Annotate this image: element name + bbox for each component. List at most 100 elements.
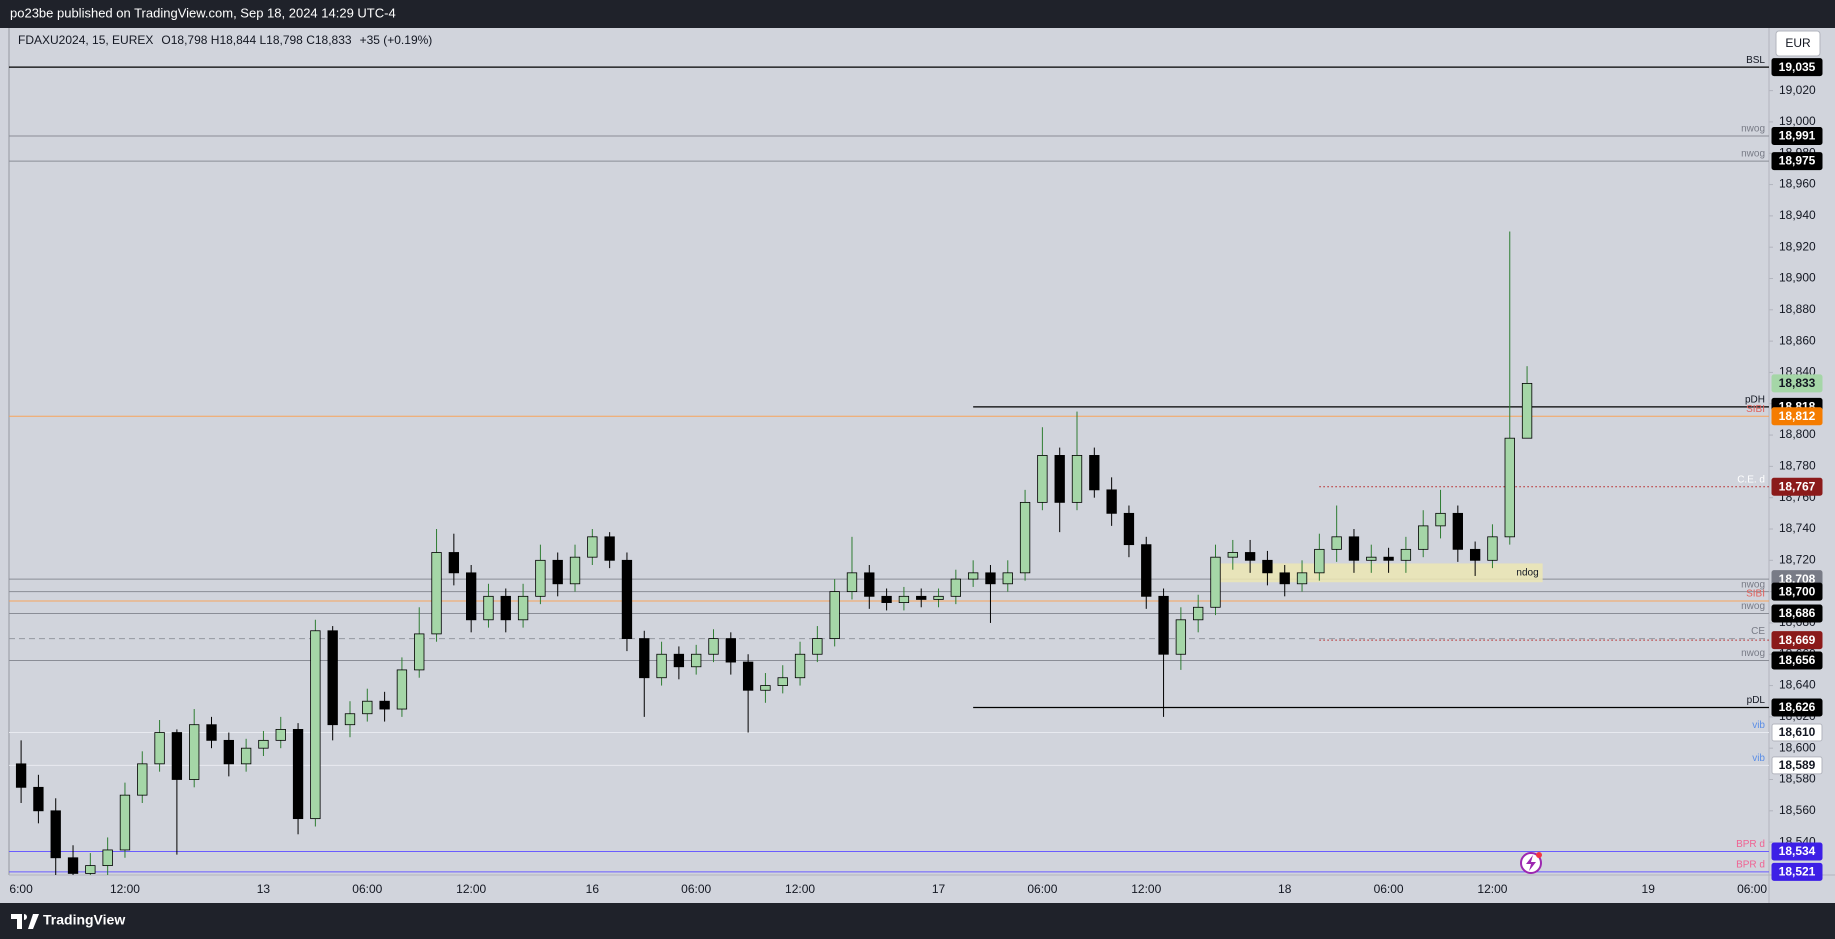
level-name: nwog xyxy=(1741,579,1765,590)
candle-body xyxy=(206,724,217,741)
candle-body xyxy=(1106,489,1117,514)
candle-body xyxy=(119,794,131,851)
bottom-bar xyxy=(0,903,1835,939)
level-name: BPR d xyxy=(1736,860,1765,871)
currency[interactable]: EUR xyxy=(1785,36,1811,50)
candle-body xyxy=(1521,382,1533,439)
level-name: SIBI xyxy=(1746,589,1765,600)
candle-body xyxy=(327,630,338,726)
candle-body xyxy=(535,559,546,597)
candle-body xyxy=(587,536,598,558)
candle-body xyxy=(396,669,408,710)
change: +35 (+0.19%) xyxy=(360,33,433,47)
candle-body xyxy=(950,578,962,597)
candle-body xyxy=(1262,559,1273,574)
candle-body xyxy=(1383,556,1394,561)
price-label-box xyxy=(1771,651,1823,670)
level-name: BPR d xyxy=(1736,839,1765,850)
candle-body xyxy=(656,653,667,679)
x-tick-label: 12:00 xyxy=(456,882,486,896)
candle-body xyxy=(85,865,96,874)
y-tick-label: 18,920 xyxy=(1779,239,1816,253)
candle-body xyxy=(1504,437,1515,538)
x-tick-label: 13 xyxy=(257,882,271,896)
footer-brand: TradingView xyxy=(43,912,125,928)
candle-body xyxy=(240,747,252,765)
x-tick-label: 12:00 xyxy=(110,882,140,896)
candle-body xyxy=(1158,595,1169,655)
candle-body xyxy=(967,572,979,580)
candle-body xyxy=(829,591,840,639)
x-tick-label: 18 xyxy=(1278,882,1292,896)
price-label-box xyxy=(1771,152,1823,171)
y-tick-label: 18,900 xyxy=(1779,271,1816,285)
candle-body xyxy=(898,595,910,603)
candle-body xyxy=(725,638,736,663)
price-label-box xyxy=(1771,723,1823,742)
price-label-box xyxy=(1771,407,1823,426)
price-label: 18,534 xyxy=(1779,844,1816,858)
chart-area xyxy=(0,28,1835,903)
alert-icon[interactable] xyxy=(1520,852,1542,874)
level-name: nwog xyxy=(1741,124,1765,135)
candle-body xyxy=(1366,556,1377,561)
candle-body xyxy=(1487,536,1498,561)
price-label: 19,035 xyxy=(1779,60,1816,74)
level-name: pDL xyxy=(1747,695,1766,706)
price-label-box xyxy=(1771,698,1823,717)
level-name: nwog xyxy=(1741,149,1765,160)
candle-body xyxy=(483,595,494,621)
candle-body xyxy=(137,763,148,796)
y-tick-label: 18,960 xyxy=(1779,177,1816,191)
ohlc: O18,798 H18,844 L18,798 C18,833 xyxy=(161,33,351,47)
candle-body xyxy=(1418,525,1429,550)
y-tick-label: 18,580 xyxy=(1779,772,1816,786)
price-label: 18,833 xyxy=(1779,376,1816,390)
level-name: C.E. d xyxy=(1737,474,1765,485)
price-labels: 19,03518,99118,97518,83318,81818,81218,7… xyxy=(1771,58,1823,881)
x-tick-label: 12:00 xyxy=(785,882,815,896)
candle-body xyxy=(1037,455,1048,503)
candle-body xyxy=(465,572,477,621)
price-label-box xyxy=(1771,374,1823,393)
x-tick-label: 06:00 xyxy=(681,882,711,896)
candle-body xyxy=(189,724,200,780)
candle-body xyxy=(1123,512,1135,546)
candle-body xyxy=(1054,455,1065,503)
candle-body xyxy=(777,677,788,686)
price-label: 18,767 xyxy=(1779,479,1816,493)
level-name: vib xyxy=(1752,720,1765,731)
y-tick-label: 18,780 xyxy=(1779,459,1816,473)
candle-body xyxy=(604,536,615,561)
y-tick-label: 18,860 xyxy=(1779,333,1816,347)
y-tick-label: 18,880 xyxy=(1779,302,1816,316)
price-label-box xyxy=(1771,604,1823,623)
candle-body xyxy=(881,595,892,603)
symbol-legend: FDAXU2024, 15, EUREX O18,798 H18,844 L18,… xyxy=(18,33,432,47)
price-label: 18,656 xyxy=(1779,653,1816,667)
price-label-box xyxy=(1771,862,1823,881)
candle-body xyxy=(344,713,356,726)
candle-body xyxy=(1314,548,1325,574)
x-tick-label: 12:00 xyxy=(1131,882,1161,896)
candle-body xyxy=(292,728,304,820)
candle-body xyxy=(67,857,79,874)
price-label: 18,975 xyxy=(1779,154,1816,168)
price-label: 18,812 xyxy=(1779,409,1816,423)
price-label-box xyxy=(1771,477,1823,496)
price-label: 18,708 xyxy=(1779,572,1816,586)
candle-body xyxy=(621,559,633,639)
candle-body xyxy=(50,810,61,859)
currency-button[interactable] xyxy=(1775,30,1821,57)
publish-info: po23be published on TradingView.com, Sep… xyxy=(10,5,396,20)
candle-body xyxy=(275,728,286,741)
candle-body xyxy=(448,552,460,574)
candle-body xyxy=(985,572,996,585)
price-label-box xyxy=(1771,58,1823,77)
candle-body xyxy=(1193,606,1204,621)
candle-body xyxy=(864,572,875,597)
candle-body xyxy=(639,638,650,679)
x-tick-label: 16 xyxy=(586,882,600,896)
alert-bolt[interactable] xyxy=(1526,855,1536,871)
candle-body xyxy=(1002,572,1013,585)
